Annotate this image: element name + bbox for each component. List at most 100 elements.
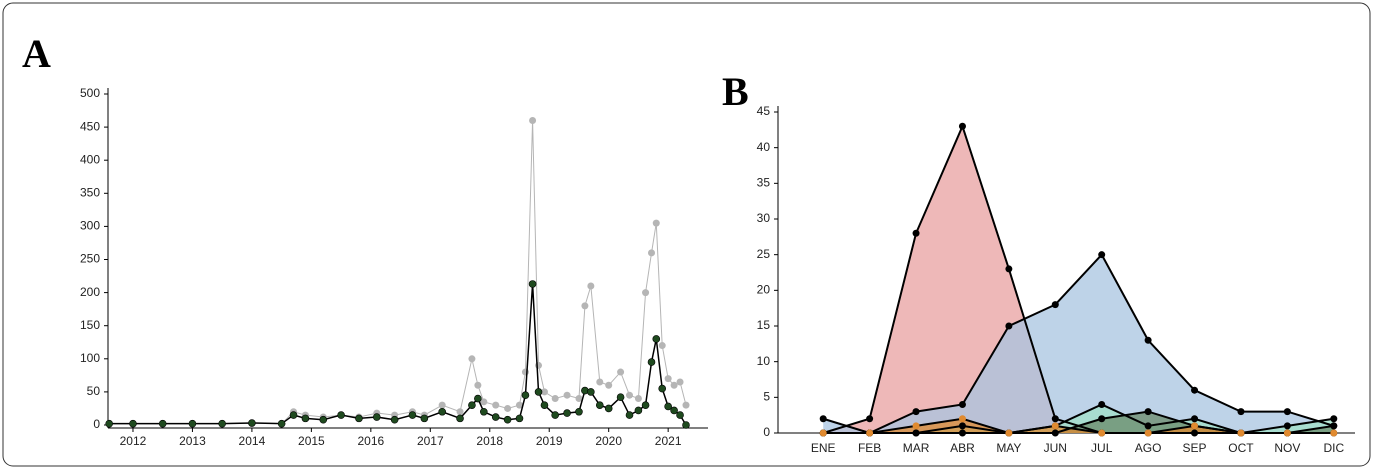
data-point (1191, 386, 1199, 394)
x-tick-label: 2021 (655, 434, 682, 448)
y-tick-label: 5 (763, 390, 770, 404)
series-area (823, 254, 1334, 433)
data-point (958, 422, 966, 430)
series-line (823, 417, 1334, 435)
data-point (534, 388, 543, 396)
data-point (503, 415, 512, 424)
data-point (1191, 429, 1199, 437)
data-point (958, 122, 966, 130)
data-point (1005, 322, 1013, 330)
data-point (218, 419, 226, 428)
data-point (1283, 429, 1291, 437)
data-point (1283, 408, 1291, 416)
data-point (1144, 408, 1152, 416)
data-point (652, 219, 660, 227)
data-point (188, 419, 197, 428)
data-point (1098, 429, 1106, 437)
y-tick-label: 20 (757, 283, 771, 297)
data-point (563, 409, 571, 417)
data-point (480, 407, 488, 416)
data-point (301, 414, 310, 423)
data-point (1051, 301, 1059, 309)
data-point (581, 302, 589, 310)
data-point (337, 411, 345, 419)
y-tick-label: 45 (757, 104, 771, 118)
x-tick-label: DIC (1323, 441, 1344, 455)
data-point (420, 414, 429, 423)
series-line (822, 252, 1335, 435)
data-point (664, 402, 672, 411)
y-tick-label: 500 (80, 86, 100, 100)
data-point (563, 391, 571, 399)
y-tick-label: 50 (87, 384, 101, 398)
data-point (456, 408, 464, 416)
series-line (109, 120, 687, 425)
x-tick-label: 2013 (179, 434, 206, 448)
data-point (474, 394, 482, 403)
data-point (492, 401, 500, 409)
data-point (587, 388, 595, 396)
data-point (670, 381, 678, 389)
data-point (958, 400, 966, 408)
data-point (540, 401, 549, 409)
y-tick-label: 300 (80, 219, 100, 233)
data-point (658, 384, 667, 393)
x-tick-label: AGO (1135, 441, 1162, 455)
series-area (823, 126, 1334, 434)
data-point (587, 282, 595, 290)
data-point (129, 419, 137, 428)
data-point (958, 429, 966, 437)
data-point (670, 406, 678, 415)
y-tick-label: 35 (757, 176, 771, 190)
data-point (912, 422, 920, 430)
x-tick-label: 2019 (536, 434, 563, 448)
data-point (575, 407, 583, 416)
y-tick-label: 30 (757, 211, 771, 225)
data-point (1051, 422, 1059, 430)
data-point (641, 401, 650, 409)
series-area (823, 418, 1334, 433)
data-point (626, 391, 634, 399)
data-point (1330, 429, 1338, 437)
data-point (642, 289, 650, 297)
data-point (616, 393, 625, 401)
data-point (468, 355, 476, 363)
panel-label: B (722, 69, 749, 114)
data-point (664, 375, 672, 383)
data-point (604, 404, 613, 413)
data-point (551, 395, 559, 403)
data-point (535, 361, 543, 369)
data-point (1051, 429, 1059, 437)
data-point (515, 414, 524, 423)
data-point (372, 413, 381, 421)
data-point (595, 401, 604, 409)
x-tick-label: 2017 (417, 434, 444, 448)
y-tick-label: 200 (80, 285, 100, 299)
data-point (521, 368, 529, 376)
data-point (634, 406, 643, 415)
data-point (355, 414, 363, 423)
data-point (912, 429, 920, 437)
data-point (676, 411, 684, 419)
data-point (1144, 336, 1152, 344)
data-point (1330, 422, 1338, 430)
data-point (866, 415, 874, 423)
data-point (1191, 415, 1199, 423)
x-tick-label: MAR (903, 441, 930, 455)
data-point (521, 391, 530, 400)
data-point (1191, 422, 1199, 430)
y-tick-label: 15 (757, 318, 771, 332)
data-point (1330, 415, 1338, 423)
x-tick-label: 2012 (120, 434, 147, 448)
data-point (1237, 429, 1245, 437)
data-point (1051, 415, 1059, 423)
series-area (823, 404, 1334, 433)
x-tick-label: MAY (996, 441, 1021, 455)
x-tick-label: ABR (950, 441, 975, 455)
data-point (277, 419, 286, 428)
data-point (551, 411, 559, 419)
x-tick-label: FEB (858, 441, 881, 455)
data-point (390, 415, 399, 424)
data-point (491, 413, 500, 421)
